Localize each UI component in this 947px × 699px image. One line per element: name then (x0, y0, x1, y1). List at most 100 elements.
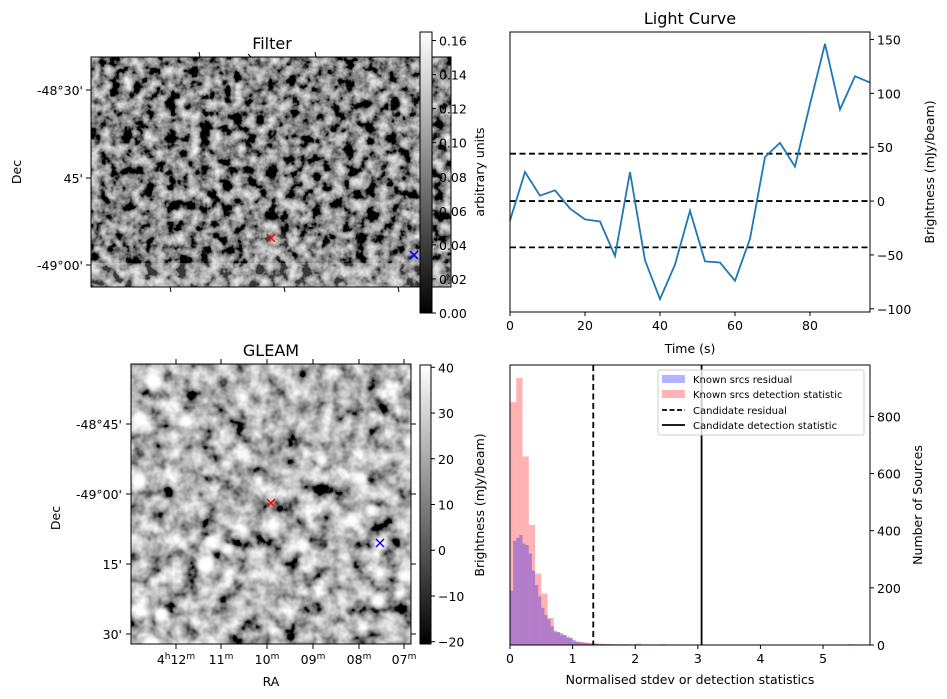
light-curve-y-tick-label: 100 (877, 86, 901, 101)
gleam-source (179, 414, 193, 428)
histogram-bar-residual (538, 596, 542, 645)
histogram-bar-residual (550, 626, 554, 645)
gleam-title: GLEAM (243, 341, 299, 360)
gleam-x-ticks: 4h12m 11m 10m 09m 08m 07m (157, 359, 416, 667)
filter-colorbar-tick-label: 0.02 (439, 272, 467, 287)
histogram-bars (510, 377, 855, 645)
light-curve-x-tick-label: 60 (727, 318, 743, 333)
histogram-bar-detection (560, 635, 567, 645)
gleam-source (190, 640, 202, 644)
gleam-source (345, 513, 359, 527)
histogram-bar-residual (588, 643, 592, 645)
histogram-bar-detection (541, 593, 548, 645)
histogram-frame (509, 364, 871, 646)
histogram-x-tick-label: 3 (694, 651, 702, 666)
histogram-bar-residual (519, 535, 523, 645)
light-curve-y-tick-label: 0 (877, 194, 885, 209)
histogram-bar-residual (522, 543, 526, 645)
histogram-bar-residual (600, 643, 604, 645)
histogram-bar-residual (553, 630, 557, 645)
filter-known-source-marker (409, 250, 419, 260)
histogram-ylabel: Number of Sources (910, 445, 925, 565)
histogram-bar-detection (635, 643, 642, 645)
histogram-bar-detection (578, 642, 586, 645)
histogram-legend: Known srcs residual Known srcs detection… (657, 369, 865, 436)
gleam-y-tick-label: 15' (103, 557, 122, 572)
gleam-source (221, 543, 233, 555)
filter-wcs-ticks (169, 51, 400, 293)
histogram-x-tick-label: 1 (569, 651, 577, 666)
filter-colorbar-tick-label: 0.16 (439, 34, 467, 49)
histogram-bar-residual (528, 553, 532, 645)
gleam-x-tick-label: 11m (209, 652, 234, 667)
histogram-x-tick-label: 0 (506, 651, 514, 666)
light-curve-x-tick-label: 40 (652, 318, 668, 333)
light-curve-series (509, 43, 871, 302)
filter-panel: Filter -48°30'45'-49°00' Dec 0.000.020.0… (9, 31, 487, 321)
histogram-bar-residual (582, 642, 586, 645)
histogram-y-tick-label: 600 (877, 467, 901, 482)
histogram-bar-residual (563, 635, 567, 645)
gleam-colorbar-tick-label: 40 (438, 360, 454, 375)
light-curve-x-ticks: 0 20 40 60 80 (506, 312, 818, 333)
gleam-colorbar-label: Brightness (mJy/beam) (472, 433, 487, 576)
gleam-source (132, 411, 148, 427)
histogram-bar-detection (510, 402, 517, 645)
histogram-bar-detection (522, 456, 529, 645)
gleam-source (365, 504, 377, 516)
light-curve-x-tick-label: 80 (802, 318, 818, 333)
legend-label-residual: Known srcs residual (693, 375, 792, 386)
gleam-candidate-marker (266, 498, 276, 508)
gleam-source (354, 471, 368, 485)
light-curve-y-tick-label: 50 (877, 140, 893, 155)
histogram-bar-residual (510, 590, 514, 645)
light-curve-y-tick-label: 150 (877, 33, 901, 48)
gleam-colorbar-tick-label: 10 (438, 498, 454, 513)
gleam-image (131, 364, 411, 644)
light-curve-panel: Light Curve 0 20 40 60 80 −100 −50 0 50 100 150 T… (506, 9, 937, 356)
gleam-source (316, 454, 328, 466)
gleam-xlabel: RA (263, 674, 280, 689)
light-curve-threshold-lines (510, 152, 870, 249)
gleam-known-source-marker (375, 538, 385, 548)
gleam-source (205, 535, 217, 547)
gleam-x-tick-label: 10m (255, 652, 280, 667)
histogram-y-tick-label: 400 (877, 524, 901, 539)
light-curve-title: Light Curve (644, 9, 736, 28)
histogram-bar-residual (569, 637, 573, 645)
gleam-y-tick-label: -48°45' (76, 417, 122, 432)
histogram-bar-residual (572, 639, 576, 645)
gleam-source (297, 541, 309, 553)
histogram-bar-residual (513, 540, 517, 645)
filter-candidate-glow (252, 229, 288, 261)
histogram-bar-detection (553, 632, 561, 645)
histogram-panel: 0 1 2 3 4 5 0 200 400 600 800 Normalised stdev or… (506, 364, 925, 687)
filter-ylabel: Dec (9, 160, 24, 184)
filter-colorbar-tick-label: 0.14 (439, 68, 467, 83)
filter-colorbar-tick-label: 0.12 (439, 102, 467, 117)
legend-label-detection: Known srcs detection statistic (693, 390, 842, 401)
histogram-y-ticks: 0 200 400 600 800 (870, 409, 901, 653)
filter-title: Filter (252, 34, 292, 53)
filter-colorbar-tick-label: 0.00 (439, 306, 467, 321)
gleam-y-tick-label: 30' (103, 627, 122, 642)
histogram-x-tick-label: 5 (819, 651, 827, 666)
histogram-bar-residual (547, 619, 551, 645)
filter-colorbar-ticks: 0.00 0.02 0.04 0.06 0.08 0.10 0.12 0.14 0.16 (432, 34, 467, 321)
gleam-source (141, 635, 161, 644)
light-curve-xlabel: Time (s) (664, 341, 716, 356)
histogram-bar-residual (597, 643, 601, 645)
light-curve-ylabel: Brightness (mJy/beam) (922, 100, 937, 243)
gleam-x-tick-label: 09m (301, 652, 326, 667)
light-curve-x-tick-label: 0 (506, 318, 514, 333)
legend-label-candidate-detection: Candidate detection statistic (693, 421, 837, 432)
histogram-bar-detection (516, 377, 523, 645)
histogram-y-tick-label: 200 (877, 581, 901, 596)
gleam-source (398, 570, 410, 582)
filter-y-ticks: -48°30' 45' -49°00' (37, 83, 91, 273)
histogram-bar-residual (578, 642, 582, 645)
filter-y-tick-label: 45' (64, 171, 83, 186)
legend-label-candidate-residual: Candidate residual (693, 406, 787, 417)
filter-frame (90, 56, 452, 288)
histogram-y-tick-label: 0 (877, 638, 885, 653)
